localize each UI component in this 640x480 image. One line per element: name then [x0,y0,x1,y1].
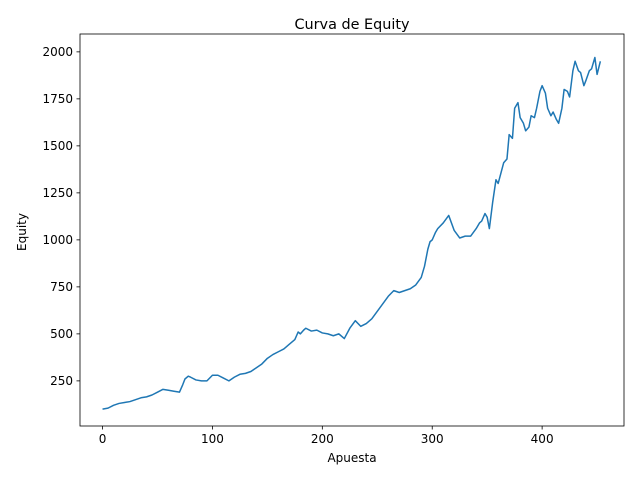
y-tick-label: 1250 [42,186,73,200]
y-tick-label: 250 [50,374,73,388]
x-tick-label: 400 [531,432,554,446]
y-tick-label: 500 [50,327,73,341]
y-tick-label: 750 [50,280,73,294]
y-tick-label: 1500 [42,139,73,153]
x-axis: 0 100 200 300 400 [99,426,554,446]
axes-frame [79,33,625,427]
plot-area [79,33,625,427]
x-tick-label: 200 [311,432,334,446]
x-tick-label: 300 [421,432,444,446]
equity-line-series-0 [102,56,602,410]
y-axis-label: Equity [15,213,29,251]
y-tick-label: 2000 [42,45,73,59]
chart-title: Curva de Equity [294,17,410,33]
y-tick-label: 1000 [42,233,73,247]
x-tick-label: 0 [99,432,107,446]
y-axis: 250 500 750 1000 1250 1500 1750 2000 [42,45,80,388]
x-tick-label: 100 [201,432,224,446]
x-axis-label: Apuesta [327,451,376,465]
y-tick-label: 1750 [42,92,73,106]
